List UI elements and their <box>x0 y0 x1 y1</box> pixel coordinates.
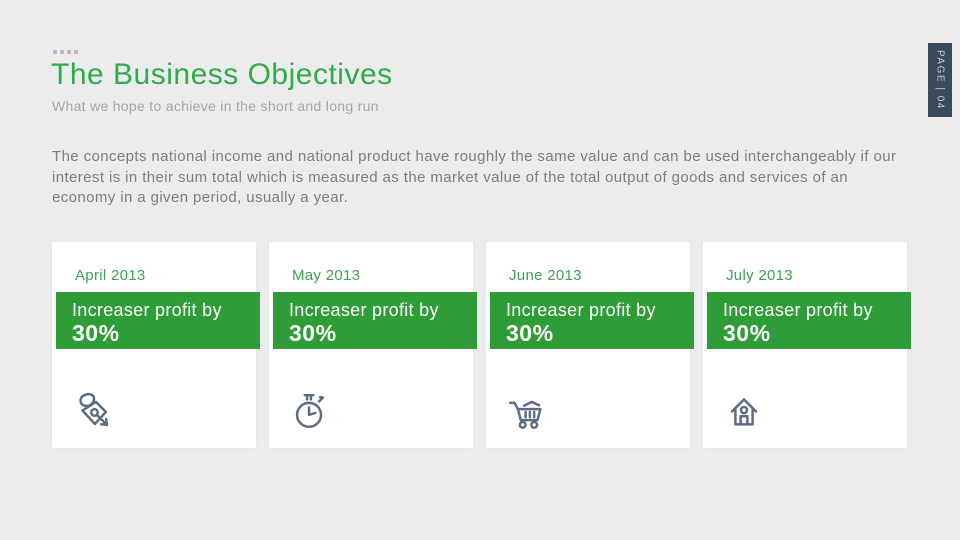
card-headline: Increaser profit by <box>723 300 873 320</box>
card-month-label: June 2013 <box>509 267 582 284</box>
objective-card-june: June 2013 Increaser profit by 30% <box>486 242 694 448</box>
body-paragraph: The concepts national income and nationa… <box>52 148 897 206</box>
card-highlight-band: Increaser profit by 30% <box>707 292 911 349</box>
card-value: 30% <box>72 320 120 346</box>
objective-card-april: April 2013 Increaser profit by 30% <box>52 242 260 448</box>
dot <box>53 50 57 54</box>
page-number-badge: PAGE | 04 <box>928 43 952 117</box>
accent-dots <box>53 50 78 54</box>
dot <box>60 50 64 54</box>
card-headline: Increaser profit by <box>72 300 222 320</box>
shopping-cart-icon <box>504 388 550 434</box>
card-value: 30% <box>723 320 771 346</box>
objective-card-july: July 2013 Increaser profit by 30% <box>703 242 911 448</box>
card-headline: Increaser profit by <box>506 300 656 320</box>
card-highlight-band: Increaser profit by 30% <box>56 292 260 349</box>
dot <box>74 50 78 54</box>
card-highlight-band: Increaser profit by 30% <box>490 292 694 349</box>
home-icon <box>721 388 767 434</box>
cards-row: April 2013 Increaser profit by 30% May 2… <box>52 242 911 448</box>
objective-card-may: May 2013 Increaser profit by 30% <box>269 242 477 448</box>
card-headline: Increaser profit by <box>289 300 439 320</box>
card-value: 30% <box>506 320 554 346</box>
page-subtitle: What we hope to achieve in the short and… <box>52 98 379 114</box>
card-month-label: May 2013 <box>292 267 361 284</box>
page-title: The Business Objectives <box>51 58 393 91</box>
card-value: 30% <box>289 320 337 346</box>
card-month-label: April 2013 <box>75 267 146 284</box>
card-highlight-band: Increaser profit by 30% <box>273 292 477 349</box>
pen-nib-icon <box>70 388 116 434</box>
card-month-label: July 2013 <box>726 267 793 284</box>
stopwatch-icon <box>287 388 333 434</box>
dot <box>67 50 71 54</box>
